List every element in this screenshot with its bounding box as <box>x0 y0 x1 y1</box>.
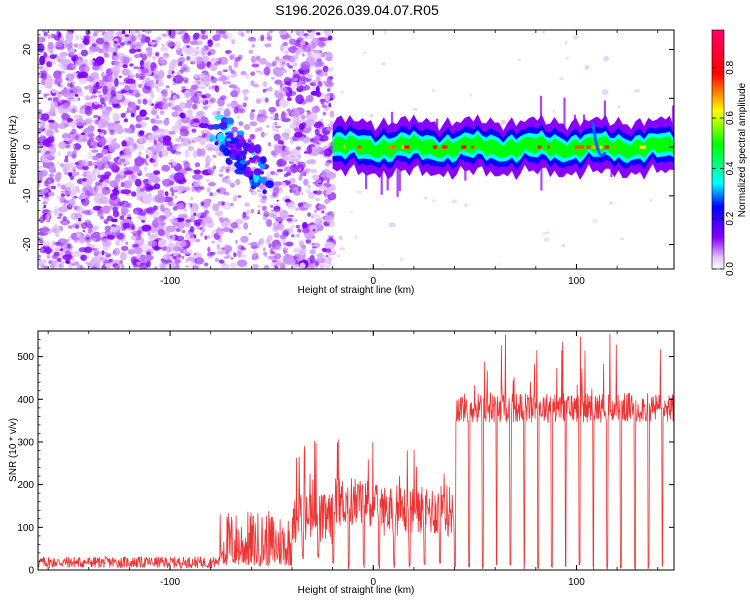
spectrogram-x-label: Height of straight line (km) <box>298 285 415 296</box>
snr-x-ticks: -100 0 100 <box>47 331 659 588</box>
colorbar-tick-label: 0.4 <box>725 161 736 175</box>
colorbar-tick-label: 0.6 <box>725 111 736 125</box>
snr-x-tick-label: 0 <box>370 577 376 588</box>
colorbar-tick-label: 0.0 <box>725 262 736 276</box>
snr-y-tick-label: 100 <box>17 523 34 534</box>
spectrogram-y-tick-label: 0 <box>22 144 33 150</box>
spectrogram-x-tick-label: 100 <box>568 276 585 287</box>
snr-y-ticks: 0 100 200 300 400 500 <box>17 330 674 577</box>
snr-y-label: SNR (10 * v/v) <box>8 418 19 482</box>
spectrogram-y-tick-label: 20 <box>22 44 33 56</box>
colorbar-label: Normalized spectral amplitude <box>737 82 748 217</box>
colorbar-ticks: 0.0 0.2 0.4 0.6 0.8 <box>712 60 736 276</box>
colorbar-tick-label: 0.2 <box>725 211 736 225</box>
snr-y-tick-label: 400 <box>17 395 34 406</box>
spectrogram-x-tick-label: 0 <box>370 276 376 287</box>
spectrogram-y-tick-label: -20 <box>22 237 33 252</box>
snr-y-tick-label: 300 <box>17 437 34 448</box>
colorbar-gradient <box>711 29 725 270</box>
spectrogram-y-ticks: 20 10 0 -10 -20 <box>22 34 674 270</box>
snr-x-tick-label: 100 <box>568 577 585 588</box>
spectrogram-y-label: Frequency (Hz) <box>8 116 19 185</box>
snr-series-line <box>38 333 674 570</box>
colorbar: 0.0 0.2 0.4 0.6 0.8 Normalized spectral ampl… <box>711 29 748 276</box>
spectrogram-y-tick-label: 10 <box>22 92 33 104</box>
spectrogram-frame <box>37 29 675 270</box>
spectrogram-x-ticks: -100 0 100 <box>47 30 659 287</box>
snr-y-tick-label: 500 <box>17 352 34 363</box>
figure-title: S196.2026.039.04.07.R05 <box>275 2 439 18</box>
spectrogram-x-tick-label: -100 <box>160 276 180 287</box>
snr-x-tick-label: -100 <box>160 577 180 588</box>
snr-y-tick-label: 200 <box>17 480 34 491</box>
spectrogram-y-tick-label: -10 <box>22 188 33 203</box>
snr-x-label: Height of straight line (km) <box>298 585 415 596</box>
snr-panel: -100 0 100 0 100 200 300 400 500 Height of stra… <box>8 330 675 596</box>
spectrogram-image <box>38 30 674 269</box>
snr-y-tick-label: 0 <box>28 566 34 577</box>
colorbar-tick-label: 0.8 <box>725 60 736 74</box>
